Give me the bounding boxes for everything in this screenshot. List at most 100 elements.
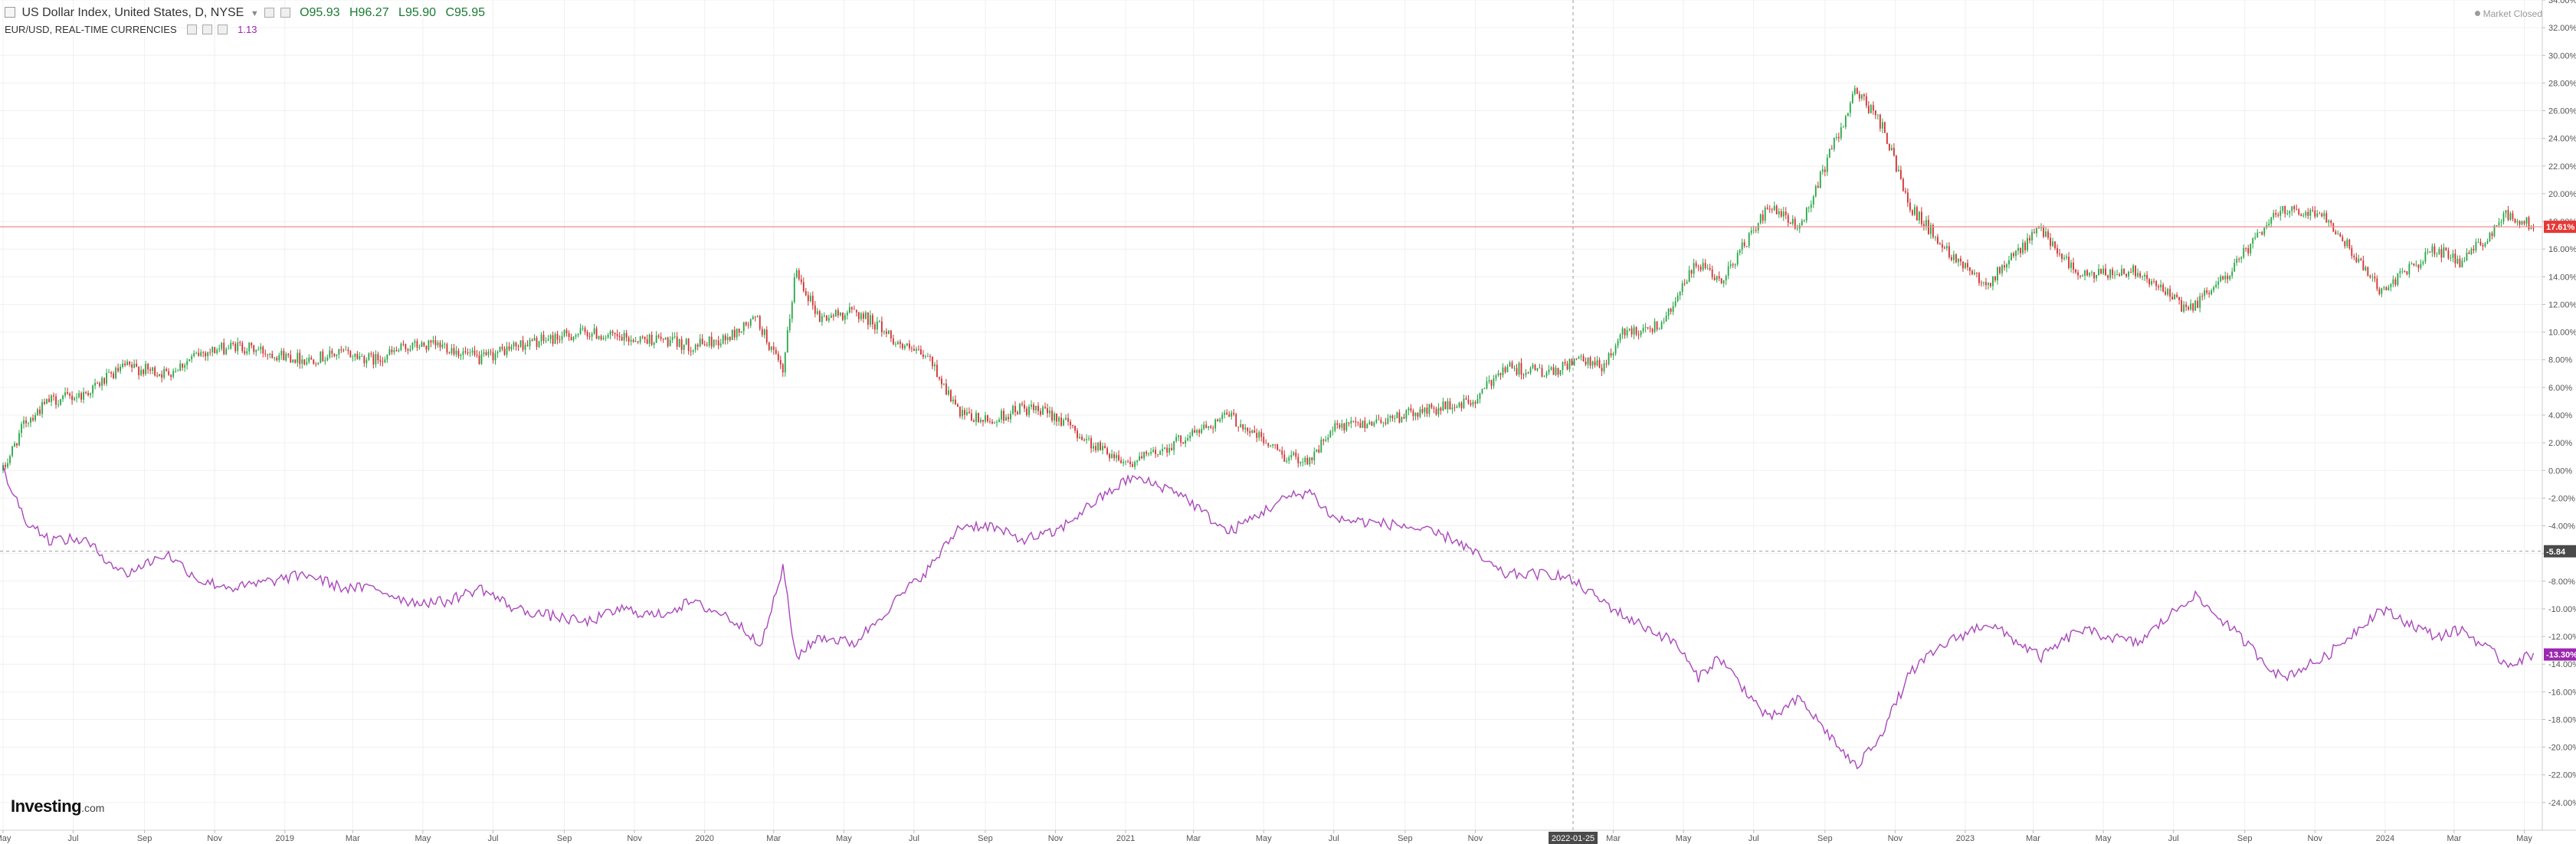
candle	[1582, 353, 1585, 362]
candle-body	[276, 357, 278, 361]
candle	[1408, 407, 1410, 416]
candle	[2424, 247, 2427, 264]
candle	[1327, 433, 1329, 443]
candle	[841, 312, 844, 322]
candle-body	[1483, 388, 1486, 389]
candle-body	[1981, 283, 1982, 284]
candle	[1844, 114, 1847, 129]
candle-body	[777, 353, 779, 361]
candle-body	[2348, 239, 2351, 248]
settings-icon[interactable]	[202, 25, 212, 34]
candle	[1113, 451, 1115, 461]
candle	[1699, 264, 1702, 273]
candle-body	[439, 342, 441, 348]
candle-body	[876, 321, 878, 330]
settings-icon[interactable]	[280, 8, 290, 18]
candle-body	[462, 351, 464, 355]
candle	[1741, 238, 1743, 255]
candle-body	[191, 355, 193, 360]
candle-body	[280, 351, 283, 355]
candle-body	[1024, 404, 1025, 409]
candle-body	[402, 343, 405, 345]
candle-body	[1097, 442, 1099, 450]
candle-body	[2130, 271, 2132, 273]
collapse-icon[interactable]	[5, 7, 15, 18]
candle	[1562, 361, 1564, 375]
candle-body	[1185, 440, 1187, 444]
candle	[1028, 404, 1030, 418]
candle-body	[680, 339, 683, 350]
candle-body	[1362, 420, 1364, 428]
candle-body	[2314, 210, 2316, 217]
candle	[83, 388, 84, 404]
candle-body	[1309, 457, 1311, 465]
candle-body	[639, 336, 641, 342]
candle-body	[2436, 254, 2438, 255]
candle	[80, 391, 82, 403]
candle-body	[2406, 271, 2408, 275]
candle-body	[2178, 296, 2181, 300]
candle	[1858, 90, 1860, 102]
series-eur-usd	[2, 466, 2535, 770]
eye-icon[interactable]	[187, 25, 198, 34]
candle-body	[623, 332, 625, 341]
candle	[25, 416, 27, 427]
candle-body	[1904, 191, 1906, 193]
candle	[198, 348, 200, 357]
candle	[453, 344, 455, 357]
candle-body	[2109, 269, 2111, 278]
candle	[1332, 426, 1334, 436]
candle	[664, 337, 667, 340]
candle	[1031, 400, 1032, 410]
candle-body	[621, 336, 623, 341]
candle-body	[710, 336, 713, 347]
eye-icon[interactable]	[264, 8, 275, 18]
close-icon[interactable]	[217, 25, 228, 34]
candle	[2144, 272, 2146, 281]
last-value-badge-compare: -13.30%	[2544, 648, 2576, 661]
candle	[1516, 364, 1518, 376]
candle	[2385, 286, 2388, 291]
candle-body	[1856, 88, 1858, 94]
y-tick-label: 8.00%	[2548, 356, 2572, 365]
candle	[274, 356, 276, 361]
candle-body	[1187, 438, 1189, 440]
candle-body	[1688, 270, 1690, 282]
candle-body	[685, 339, 687, 345]
candle-body	[1065, 417, 1067, 420]
candle-body	[2532, 227, 2535, 229]
candle	[1159, 450, 1162, 456]
candle-body	[513, 342, 515, 347]
candle	[1283, 450, 1286, 463]
chevron-down-icon[interactable]: ▼	[250, 9, 259, 18]
candle-body	[664, 337, 667, 340]
candle-body	[2194, 300, 2197, 311]
candle-body	[1578, 356, 1580, 359]
candle	[1424, 407, 1426, 417]
candle	[1529, 366, 1532, 375]
candle	[2017, 244, 2019, 255]
candle	[216, 347, 218, 355]
y-tick-label: 16.00%	[2548, 245, 2576, 254]
candle	[2422, 260, 2424, 267]
y-tick-label: 34.00%	[2548, 0, 2576, 5]
candle	[60, 398, 61, 407]
candle-body	[2224, 276, 2227, 280]
candle	[2401, 267, 2404, 274]
candle	[1083, 437, 1085, 442]
candle-body	[2057, 248, 2058, 254]
candle	[225, 347, 228, 355]
candle-body	[1670, 309, 1672, 312]
candle	[2013, 251, 2014, 259]
candle	[568, 330, 570, 342]
candle	[347, 346, 349, 355]
candle	[798, 268, 800, 281]
candle-body	[200, 352, 202, 356]
candle	[2461, 257, 2463, 268]
candle-body	[1031, 404, 1032, 407]
candle-body	[522, 340, 524, 350]
candle-body	[287, 354, 290, 355]
candle	[301, 355, 303, 369]
candle	[1842, 125, 1844, 128]
